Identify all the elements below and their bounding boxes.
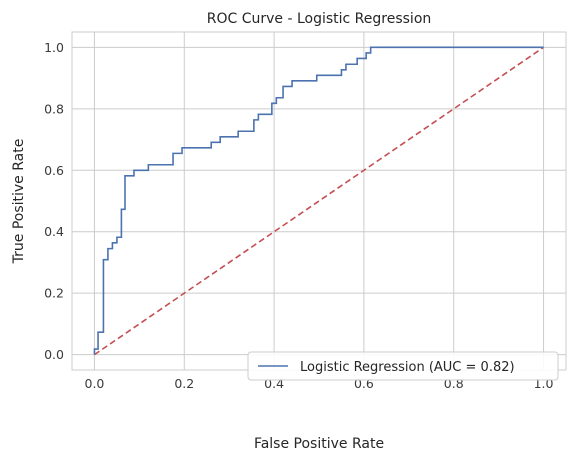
roc-curve-line <box>93 46 544 355</box>
y-tick-label: 0.0 <box>44 347 64 362</box>
x-tick-label: 0.0 <box>85 376 105 391</box>
legend-label: Logistic Regression (AUC = 0.82) <box>300 360 515 375</box>
y-tick-label: 0.6 <box>44 163 64 178</box>
y-tick-label: 0.2 <box>44 286 64 301</box>
y-tick-labels: 0.0 0.2 0.4 0.6 0.8 1.0 <box>44 40 64 362</box>
legend: Logistic Regression (AUC = 0.82) <box>247 351 559 381</box>
y-axis-label: True Positive Rate <box>11 139 27 265</box>
grid <box>72 32 566 370</box>
legend-box <box>247 351 559 381</box>
series-layer <box>93 46 545 356</box>
y-tick-label: 0.8 <box>44 101 64 116</box>
x-axis-label: False Positive Rate <box>254 436 384 452</box>
x-tick-label: 0.2 <box>174 376 194 391</box>
y-tick-label: 0.4 <box>44 224 64 239</box>
y-tick-label: 1.0 <box>44 40 64 55</box>
chart-title: ROC Curve - Logistic Regression <box>207 11 432 27</box>
chance-diagonal-line <box>93 46 545 356</box>
